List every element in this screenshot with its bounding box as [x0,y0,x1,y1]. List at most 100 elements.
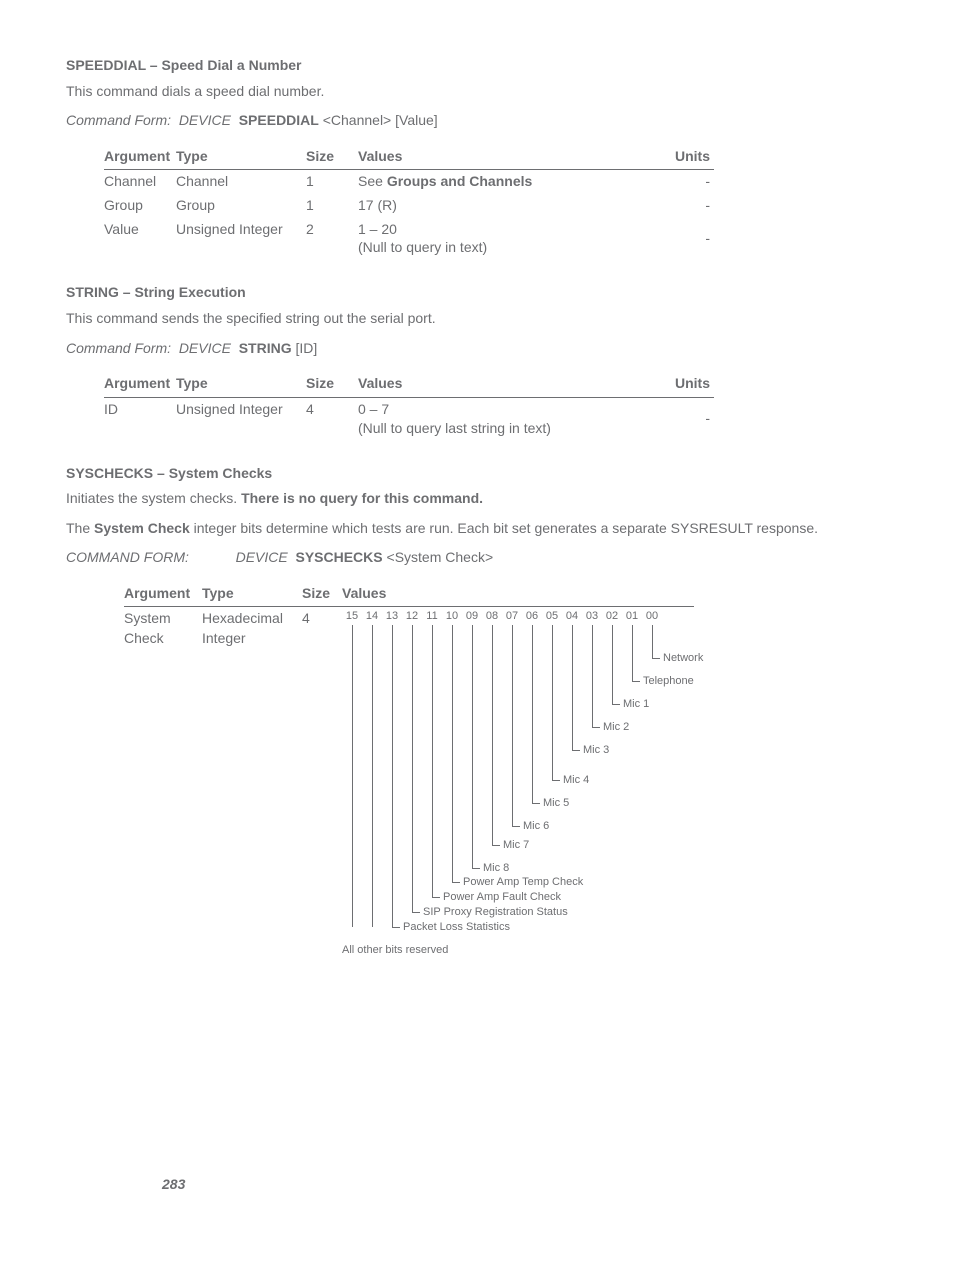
cell-argument: System Check [124,607,202,960]
cell-argument: ID [104,397,176,439]
bit-label: SIP Proxy Registration Status [423,905,568,920]
form-label: Command Form: [66,340,171,356]
bit-label: Packet Loss Statistics [403,920,510,935]
form-args: <Channel> [Value] [319,112,438,128]
bit-label: Mic 3 [583,743,609,758]
bit-number: 02 [602,609,622,624]
form-cmd: STRING [239,340,292,356]
cell-values: 1 – 20(Null to query in text) [358,218,664,260]
cell-units: - [664,218,714,260]
bit-tick [352,625,353,927]
string-table: Argument Type Size Values Units ID Unsig… [104,372,714,439]
cell-values: 0 – 7(Null to query last string in text) [358,397,664,439]
cell-argument: Group [104,194,176,218]
bit-tick [492,625,493,845]
cell-size: 4 [302,607,342,960]
th-argument: Argument [124,582,202,607]
form-device: DEVICE [179,340,231,356]
string-title: STRING – String Execution [66,283,888,303]
th-type: Type [176,145,306,170]
bit-label: Telephone [643,674,694,689]
th-size: Size [302,582,342,607]
th-units: Units [664,372,714,397]
syschecks-title: SYSCHECKS – System Checks [66,464,888,484]
bit-tick [412,625,413,912]
syschecks-table: Argument Type Size Values System Check H… [124,582,694,960]
section-speeddial: SPEEDDIAL – Speed Dial a Number This com… [66,56,888,259]
bit-tick [652,625,653,658]
form-args: [ID] [292,340,318,356]
th-size: Size [306,145,358,170]
cell-size: 4 [306,397,358,439]
bit-label: Mic 7 [503,838,529,853]
bit-tick [552,625,553,780]
cell-size: 1 [306,170,358,194]
form-label: COMMAND FORM: [66,549,189,565]
bit-leader [572,750,580,751]
bit-tick-area: Packet Loss StatisticsSIP Proxy Registra… [342,625,690,935]
string-description: This command sends the specified string … [66,309,888,329]
form-args: <System Check> [383,549,494,565]
bit-leader [652,658,660,659]
cell-values: See Groups and Channels [358,170,664,194]
page-number: 283 [162,1175,185,1195]
bit-diagram: 15141312111009080706050403020100 Packet … [342,609,690,958]
bit-number: 01 [622,609,642,624]
bit-tick [512,625,513,826]
bit-label: Mic 8 [483,861,509,876]
speeddial-title: SPEEDDIAL – Speed Dial a Number [66,56,888,76]
table-header-row: Argument Type Size Values Units [104,372,714,397]
bit-tick [632,625,633,681]
string-command-form: Command Form: DEVICE STRING [ID] [66,339,888,359]
th-type: Type [202,582,302,607]
speeddial-command-form: Command Form: DEVICE SPEEDDIAL <Channel>… [66,111,888,131]
title-bold: SYSCHECKS [66,465,153,481]
bit-leader [472,868,480,869]
bit-leader [492,845,500,846]
bit-number: 08 [482,609,502,624]
bit-label: Power Amp Temp Check [463,875,583,890]
bit-leader [592,727,600,728]
table-header-row: Argument Type Size Values Units [104,145,714,170]
cell-values-diagram: 15141312111009080706050403020100 Packet … [342,607,694,960]
bit-label: Mic 4 [563,773,589,788]
cell-units: - [664,397,714,439]
bit-number: 05 [542,609,562,624]
form-device: DEVICE [179,112,231,128]
cell-type: Unsigned Integer [176,218,306,260]
bit-label: Mic 6 [523,819,549,834]
bit-number: 04 [562,609,582,624]
bit-tick [452,625,453,882]
cell-type: Group [176,194,306,218]
bit-label: Mic 1 [623,697,649,712]
bit-tick [432,625,433,897]
table-header-row: Argument Type Size Values [124,582,694,607]
bit-leader [632,681,640,682]
bit-footnote: All other bits reserved [342,943,690,958]
bit-number: 03 [582,609,602,624]
bit-label: Power Amp Fault Check [443,890,561,905]
bit-tick [392,625,393,927]
th-units: Units [664,145,714,170]
speeddial-table: Argument Type Size Values Units Channel … [104,145,714,260]
title-bold: STRING [66,284,119,300]
bit-leader [432,897,440,898]
cell-size: 2 [306,218,358,260]
bit-tick [592,625,593,727]
cell-type: Channel [176,170,306,194]
bit-number: 07 [502,609,522,624]
bit-tick [572,625,573,750]
table-row: System Check Hexadecimal Integer 4 15141… [124,607,694,960]
cell-type: Hexadecimal Integer [202,607,302,960]
title-rest: – String Execution [119,284,246,300]
bit-number: 13 [382,609,402,624]
cell-size: 1 [306,194,358,218]
bit-leader [612,704,620,705]
bit-label: Mic 5 [543,796,569,811]
th-argument: Argument [104,145,176,170]
syschecks-command-form: COMMAND FORM: DEVICE SYSCHECKS <System C… [66,548,888,568]
title-rest: – Speed Dial a Number [146,57,302,73]
bit-leader [392,927,400,928]
th-argument: Argument [104,372,176,397]
bit-leader [452,882,460,883]
